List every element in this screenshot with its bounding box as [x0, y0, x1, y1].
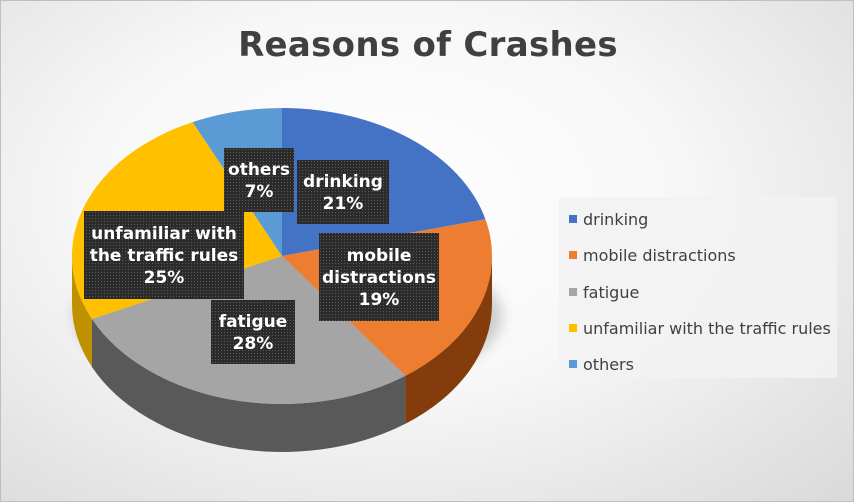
legend-label: mobile distractions — [583, 245, 736, 265]
legend-swatch — [569, 288, 577, 296]
legend-label: fatigue — [583, 282, 640, 302]
data-label-box — [224, 148, 294, 212]
legend-swatch — [569, 360, 577, 368]
data-label-box — [319, 233, 439, 321]
data-label-box — [84, 211, 244, 299]
pie-side-fatigue — [91, 319, 406, 453]
data-label-category: mobile — [347, 246, 412, 266]
chart-legend: drinking mobile distractions fatigue unfami… — [559, 197, 837, 378]
legend-swatch — [569, 251, 577, 259]
legend-label: unfamiliar with the traffic rules — [583, 318, 831, 338]
chart-title: Reasons of Crashes — [238, 25, 618, 65]
data-label-box — [211, 300, 295, 364]
legend-item-mobile-distractions: mobile distractions — [569, 243, 736, 267]
data-label-category: distractions — [322, 268, 436, 288]
data-label-box — [297, 160, 389, 224]
pie-side-unfamiliar-with-the-traffic-rules — [72, 256, 92, 368]
data-label-value: 7% — [245, 182, 274, 202]
data-label-category: drinking — [303, 172, 383, 192]
legend-label: others — [583, 354, 634, 374]
legend-item-others: others — [569, 352, 634, 376]
legend-item-unfamiliar-with-the-traffic-rules: unfamiliar with the traffic rules — [569, 316, 831, 340]
data-label-value: 25% — [144, 268, 185, 288]
data-label-category: fatigue — [219, 312, 288, 332]
pie-side-mobile-distractions — [405, 256, 492, 424]
legend-item-drinking: drinking — [569, 207, 648, 231]
legend-swatch — [569, 324, 577, 332]
data-label-value: 28% — [233, 334, 274, 354]
legend-label: drinking — [583, 209, 649, 229]
data-label-category: others — [228, 160, 290, 180]
data-label-value: 21% — [323, 194, 364, 214]
legend-item-fatigue: fatigue — [569, 280, 639, 304]
legend-swatch — [569, 215, 577, 223]
data-label-category: the traffic rules — [90, 246, 239, 266]
data-label-category: unfamiliar with — [91, 224, 237, 244]
data-label-value: 19% — [359, 290, 400, 310]
